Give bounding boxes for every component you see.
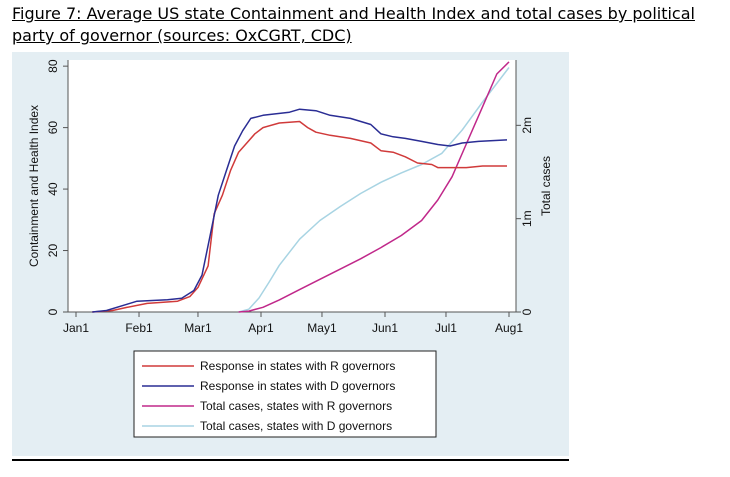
right-y-tick-label: 1m xyxy=(520,210,534,227)
series-lines xyxy=(92,61,510,313)
chart-svg: Jan1 Feb1 Mar1 Apr1 May1 Jun1 Jul1 Aug1 0 20 40 60… xyxy=(12,52,569,456)
x-axis: Jan1 Feb1 Mar1 Apr1 May1 Jun1 Jul1 Aug1 xyxy=(63,311,523,335)
left-y-axis-label: Containment and Health Index xyxy=(27,105,41,267)
bottom-rule xyxy=(12,459,569,461)
legend-label: Response in states with R governors xyxy=(200,359,395,373)
left-y-tick-label: 0 xyxy=(46,308,60,315)
legend-label: Response in states with D governors xyxy=(200,379,395,393)
x-tick-label: Apr1 xyxy=(248,321,274,335)
right-y-axis-label: Total cases xyxy=(539,156,553,216)
left-y-axis: 0 20 40 60 80 xyxy=(46,59,68,315)
right-y-tick-label: 0 xyxy=(520,308,534,315)
series-line-3 xyxy=(238,61,510,313)
x-tick-label: Feb1 xyxy=(125,321,153,335)
x-tick-label: Jan1 xyxy=(63,321,89,335)
series-line-1 xyxy=(92,120,507,313)
legend-label: Total cases, states with D governors xyxy=(200,419,392,433)
right-y-axis: 0 1m 2m xyxy=(516,117,534,315)
caption-line-1: Figure 7: Average US state Containment a… xyxy=(12,4,695,23)
left-y-tick-label: 60 xyxy=(46,121,60,135)
plot-area xyxy=(68,60,516,312)
x-tick-label: Aug1 xyxy=(495,321,523,335)
series-line-4 xyxy=(238,67,510,313)
x-tick-label: Mar1 xyxy=(184,321,212,335)
x-tick-label: May1 xyxy=(307,321,337,335)
left-y-tick-label: 20 xyxy=(46,244,60,258)
chart-panel: Jan1 Feb1 Mar1 Apr1 May1 Jun1 Jul1 Aug1 0 20 40 60… xyxy=(12,52,569,456)
caption-line-2: party of governor (sources: OxCGRT, CDC) xyxy=(12,26,352,45)
left-y-tick-label: 40 xyxy=(46,182,60,196)
legend-label: Total cases, states with R governors xyxy=(200,399,392,413)
right-y-tick-label: 2m xyxy=(520,117,534,134)
legend: Response in states with R governors Respo… xyxy=(133,350,437,438)
left-y-tick-label: 80 xyxy=(46,59,60,73)
figure-caption: Figure 7: Average US state Containment a… xyxy=(12,3,724,47)
x-tick-label: Jul1 xyxy=(435,321,457,335)
series-line-2 xyxy=(92,108,508,313)
x-tick-label: Jun1 xyxy=(372,321,398,335)
